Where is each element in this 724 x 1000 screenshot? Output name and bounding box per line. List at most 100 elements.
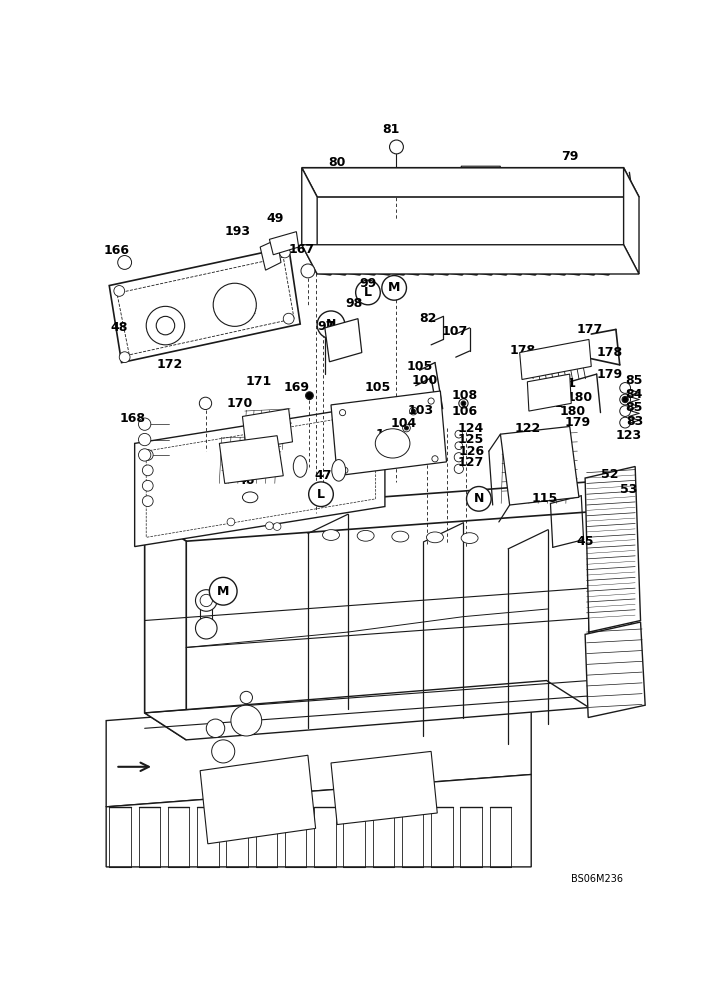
Circle shape xyxy=(620,383,631,393)
Text: 52: 52 xyxy=(601,468,618,481)
Circle shape xyxy=(156,316,174,335)
Text: 53: 53 xyxy=(620,483,637,496)
Circle shape xyxy=(367,284,375,292)
Polygon shape xyxy=(623,168,639,274)
Polygon shape xyxy=(331,391,447,476)
Text: 122: 122 xyxy=(515,422,542,434)
Circle shape xyxy=(227,518,235,526)
Polygon shape xyxy=(439,175,523,184)
Circle shape xyxy=(411,409,416,413)
Polygon shape xyxy=(243,409,292,450)
Circle shape xyxy=(432,456,438,462)
Text: 84: 84 xyxy=(626,388,643,401)
Circle shape xyxy=(279,247,290,258)
Circle shape xyxy=(213,283,256,326)
Polygon shape xyxy=(302,168,317,274)
Polygon shape xyxy=(585,466,641,632)
Text: 193: 193 xyxy=(224,225,250,238)
Circle shape xyxy=(143,465,153,476)
Circle shape xyxy=(622,396,628,403)
Circle shape xyxy=(199,397,211,410)
Circle shape xyxy=(146,306,185,345)
Text: 104: 104 xyxy=(391,417,417,430)
Circle shape xyxy=(454,453,463,462)
Text: 107: 107 xyxy=(442,325,468,338)
Text: 179: 179 xyxy=(564,416,591,429)
Polygon shape xyxy=(302,245,639,274)
Ellipse shape xyxy=(375,429,410,458)
Circle shape xyxy=(209,577,237,605)
Circle shape xyxy=(382,276,406,300)
Circle shape xyxy=(145,467,151,473)
Polygon shape xyxy=(520,339,592,379)
Text: 97: 97 xyxy=(317,320,334,333)
Text: 102: 102 xyxy=(376,428,402,441)
Text: 103: 103 xyxy=(408,404,434,417)
Circle shape xyxy=(403,424,411,432)
Circle shape xyxy=(141,451,148,459)
Polygon shape xyxy=(585,622,645,718)
Circle shape xyxy=(195,590,217,611)
Circle shape xyxy=(273,523,281,530)
Circle shape xyxy=(365,282,377,294)
Text: 47: 47 xyxy=(314,469,332,482)
Text: 106: 106 xyxy=(451,405,477,418)
Circle shape xyxy=(282,249,288,256)
Text: 105: 105 xyxy=(365,381,391,394)
Text: 179: 179 xyxy=(597,368,623,381)
Text: 46: 46 xyxy=(237,474,255,487)
Circle shape xyxy=(114,286,125,296)
Circle shape xyxy=(405,426,408,430)
Text: 85: 85 xyxy=(626,374,643,387)
Text: 115: 115 xyxy=(532,492,558,505)
Circle shape xyxy=(301,264,315,278)
Text: 170: 170 xyxy=(227,397,253,410)
Text: M: M xyxy=(217,585,230,598)
Text: 178: 178 xyxy=(597,346,623,359)
Circle shape xyxy=(138,449,151,461)
Polygon shape xyxy=(135,403,385,547)
Circle shape xyxy=(306,392,313,400)
Polygon shape xyxy=(145,681,589,740)
Circle shape xyxy=(141,420,148,428)
Circle shape xyxy=(308,482,333,507)
Polygon shape xyxy=(109,247,300,363)
Circle shape xyxy=(122,354,127,360)
Ellipse shape xyxy=(461,533,478,544)
Circle shape xyxy=(145,483,151,489)
Text: 180: 180 xyxy=(560,405,586,418)
Text: 80: 80 xyxy=(329,156,346,169)
Ellipse shape xyxy=(426,532,443,543)
Polygon shape xyxy=(145,514,186,740)
Circle shape xyxy=(143,496,153,507)
Polygon shape xyxy=(145,482,631,541)
Text: 49: 49 xyxy=(266,212,284,225)
Circle shape xyxy=(392,143,400,151)
Text: 83: 83 xyxy=(626,415,643,428)
Circle shape xyxy=(141,436,148,443)
Circle shape xyxy=(390,140,403,154)
Circle shape xyxy=(428,398,434,404)
Polygon shape xyxy=(106,774,531,867)
Polygon shape xyxy=(260,239,281,270)
Polygon shape xyxy=(527,374,571,411)
Text: 171: 171 xyxy=(245,375,272,388)
Circle shape xyxy=(285,316,292,322)
Text: 99: 99 xyxy=(359,277,376,290)
Polygon shape xyxy=(106,688,531,807)
Text: BS06M236: BS06M236 xyxy=(571,874,623,884)
Text: 48: 48 xyxy=(111,321,128,334)
Text: 166: 166 xyxy=(104,244,130,257)
Circle shape xyxy=(202,400,209,407)
Circle shape xyxy=(138,418,151,430)
Circle shape xyxy=(410,407,417,415)
Circle shape xyxy=(459,399,468,408)
Ellipse shape xyxy=(243,492,258,503)
Circle shape xyxy=(116,288,122,294)
Text: 105: 105 xyxy=(406,360,433,373)
Circle shape xyxy=(200,594,212,607)
Circle shape xyxy=(283,313,294,324)
Circle shape xyxy=(211,740,235,763)
Circle shape xyxy=(466,487,491,511)
Circle shape xyxy=(266,522,273,530)
